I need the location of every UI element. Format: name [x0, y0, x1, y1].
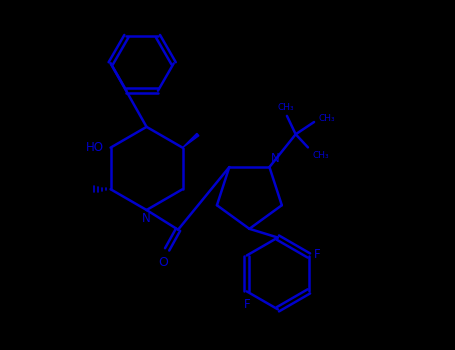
- Text: CH₃: CH₃: [278, 103, 294, 112]
- Text: CH₃: CH₃: [318, 114, 335, 124]
- Text: F: F: [314, 248, 321, 261]
- Text: O: O: [159, 256, 168, 269]
- Polygon shape: [182, 133, 199, 148]
- Text: HO: HO: [86, 141, 104, 154]
- Text: F: F: [243, 298, 250, 311]
- Text: N: N: [142, 212, 151, 225]
- Text: CH₃: CH₃: [312, 151, 329, 160]
- Text: N: N: [271, 152, 279, 165]
